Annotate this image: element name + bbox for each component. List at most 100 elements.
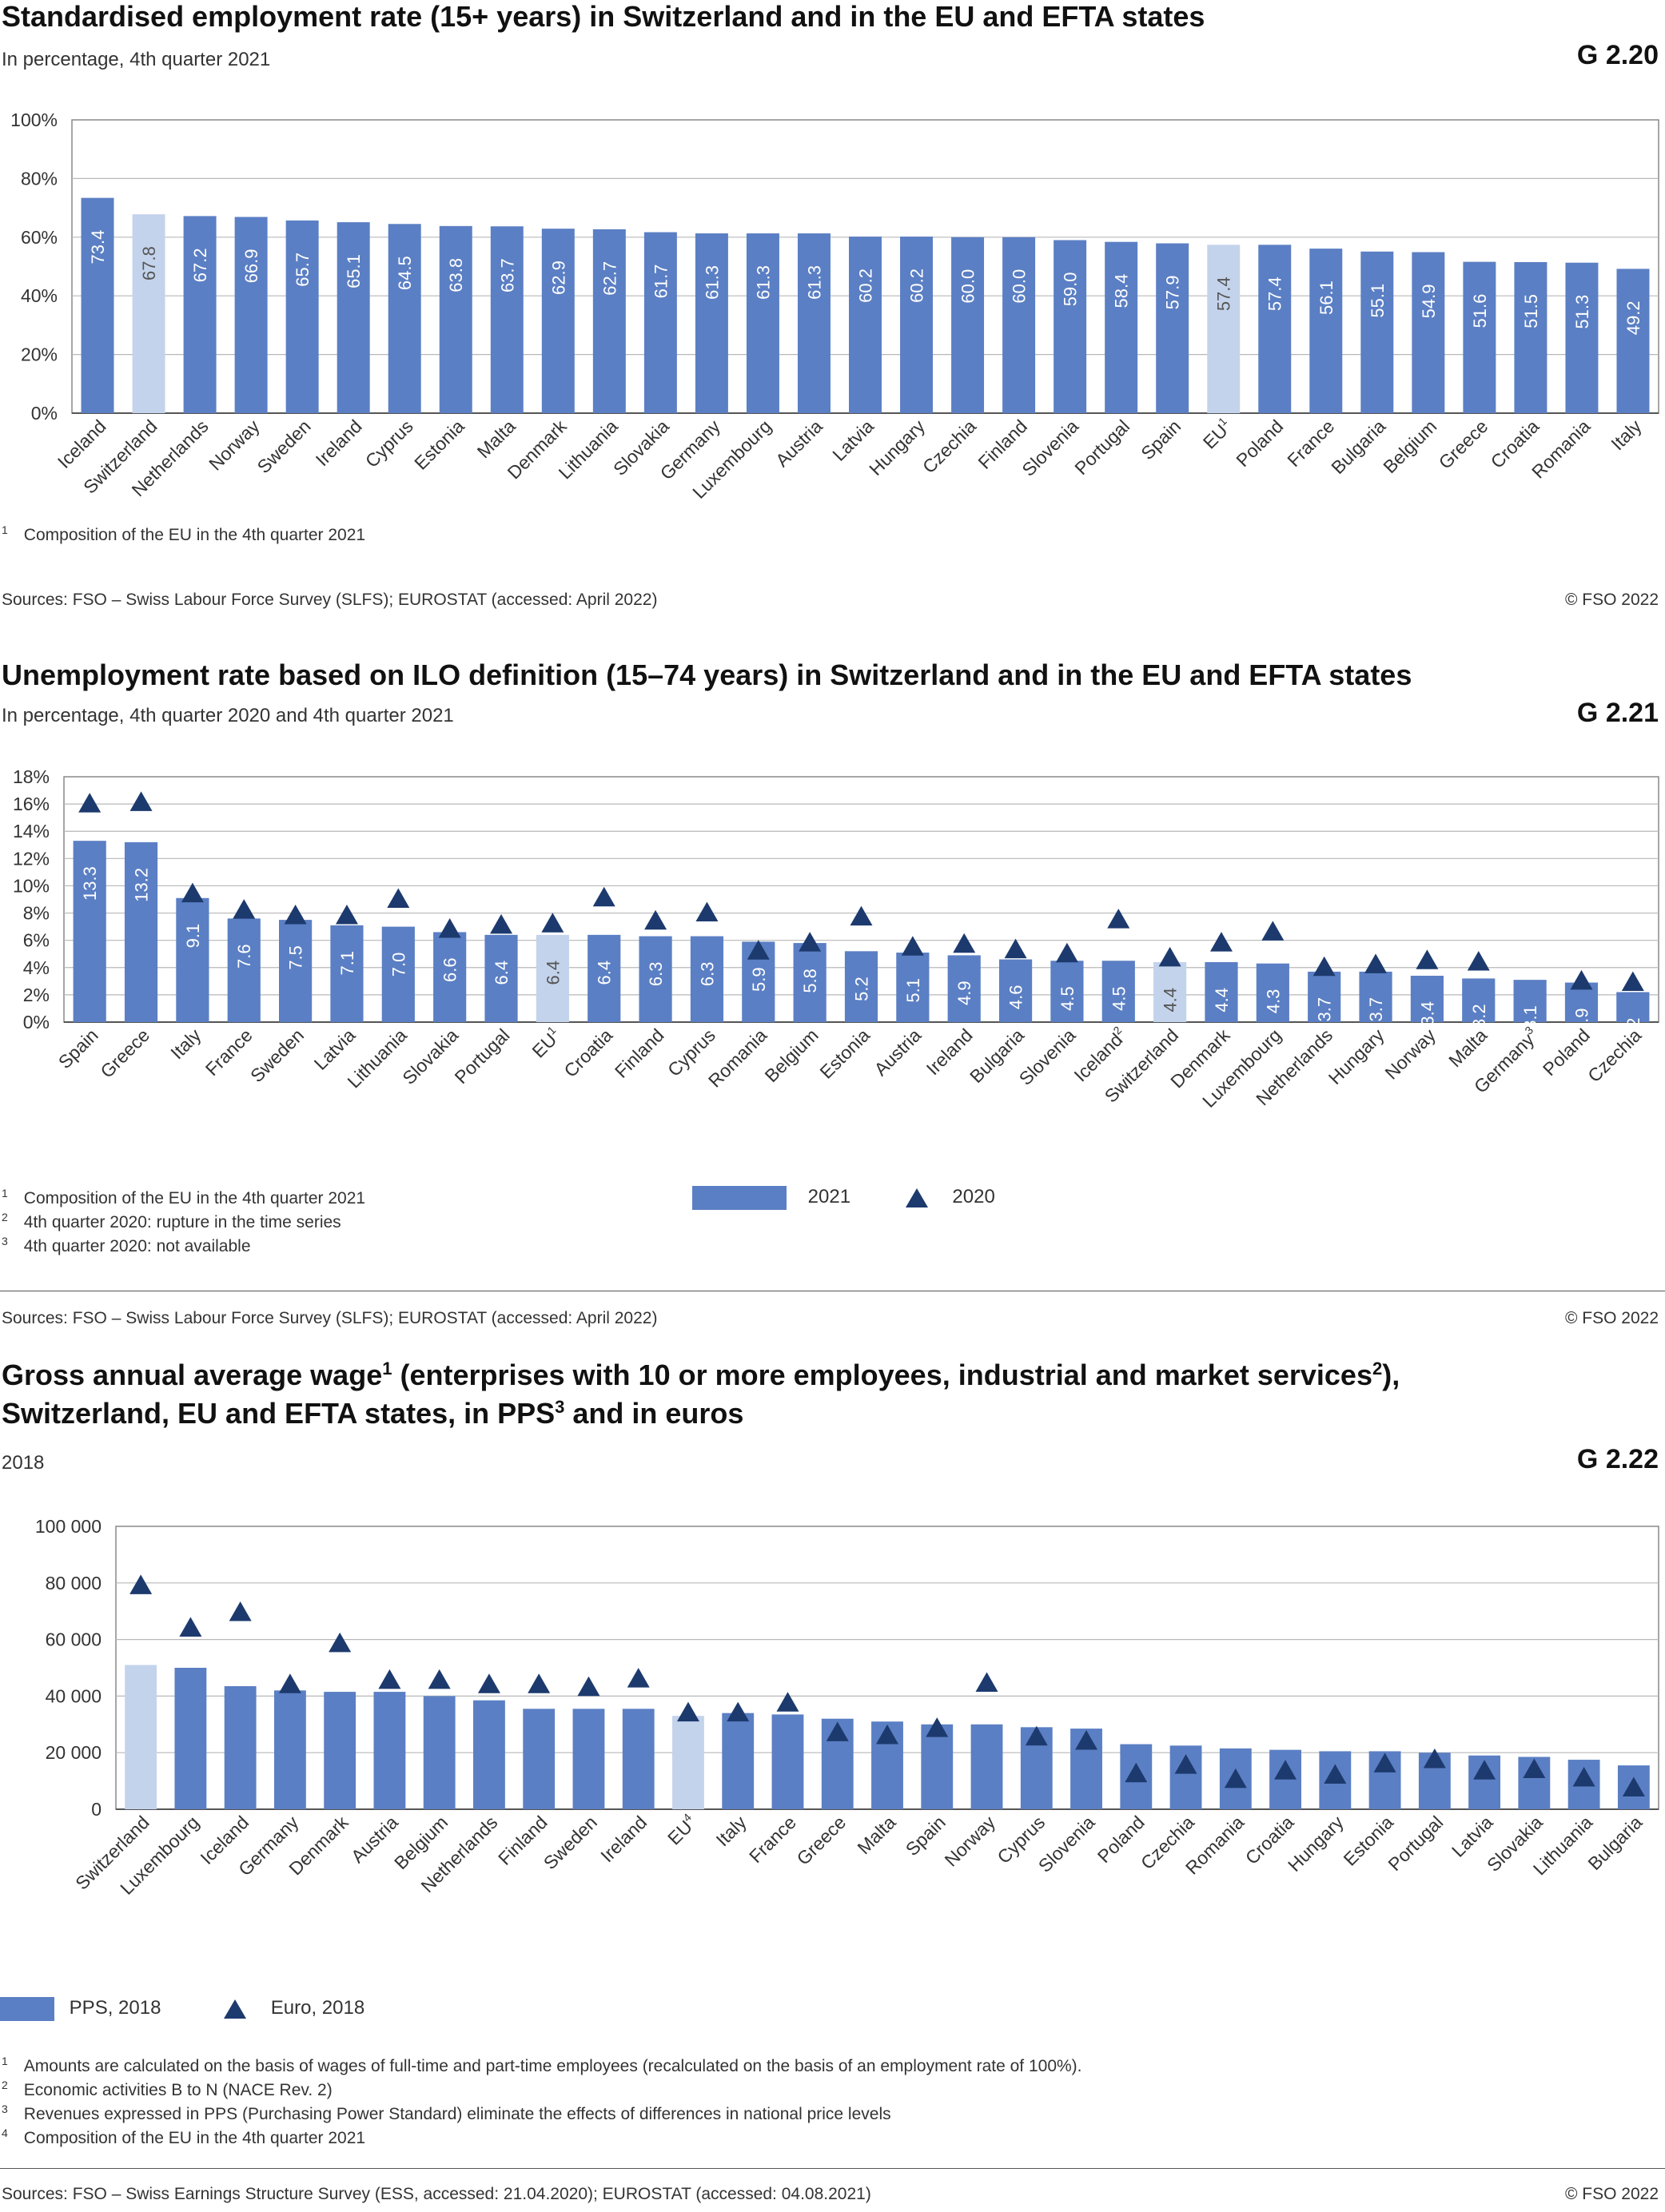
y-tick-label: 0%	[23, 1012, 50, 1032]
marker-austria	[901, 936, 924, 956]
bar-norway	[970, 1724, 1003, 1809]
value-label-slovakia: 6.6	[440, 957, 460, 982]
bar-estonia	[439, 225, 472, 413]
value-label-lithuania: 62.7	[599, 261, 619, 296]
value-label-sweden: 7.5	[286, 945, 306, 970]
bar-cyprus	[388, 224, 421, 413]
value-label-cyprus: 6.3	[697, 962, 717, 987]
value-label-iceland: 4.5	[1109, 986, 1129, 1011]
value-label-slovakia: 61.7	[651, 265, 671, 299]
chart3-legend-marker-swatch	[224, 1999, 247, 2019]
marker-slovakia	[438, 918, 461, 938]
bar-czechia	[1616, 992, 1650, 1022]
marker-netherlands	[477, 1673, 500, 1693]
bar-malta	[490, 226, 524, 413]
x-tick-label-malta: Malta	[1444, 1024, 1491, 1071]
value-label-bulgaria: 55.1	[1368, 284, 1388, 318]
x-tick-label-belgium: Belgium	[761, 1024, 823, 1086]
bar-slovenia	[1054, 240, 1087, 413]
marker-eu	[676, 1701, 699, 1722]
bar-iceland	[1101, 961, 1135, 1022]
value-label-greece: 13.2	[132, 868, 152, 902]
x-tick-label-sweden: Sweden	[253, 416, 315, 477]
y-tick-label: 80 000	[46, 1573, 102, 1593]
value-label-malta: 3.2	[1469, 1004, 1489, 1028]
chart3-title-line2: Switzerland, EU and EFTA states, in PPS3…	[2, 1397, 744, 1430]
value-label-slovenia: 59.0	[1061, 272, 1081, 306]
chart3-footnote-2: 2 Economic activities B to N (NACE Rev. 2…	[2, 2079, 333, 2099]
value-label-romania: 51.3	[1572, 295, 1592, 329]
value-label-ireland: 4.9	[954, 981, 974, 1005]
chart2-legend: 2021 2020	[692, 1186, 995, 1210]
bar-iceland	[81, 197, 114, 413]
marker-germany	[278, 1673, 301, 1693]
value-label-denmark: 4.4	[1212, 988, 1232, 1013]
bar-netherlands	[1308, 971, 1341, 1022]
bar-poland	[1258, 245, 1292, 413]
marker-finland	[528, 1673, 551, 1693]
bar-croatia	[588, 934, 621, 1022]
marker-netherlands	[1312, 956, 1336, 977]
value-label-denmark: 62.9	[548, 261, 568, 295]
x-tick-label-italy: Italy	[712, 1812, 751, 1851]
x-tick-label-sweden: Sweden	[540, 1812, 601, 1873]
marker-malta	[1467, 950, 1490, 971]
value-label-belgium: 54.9	[1419, 284, 1439, 319]
marker-portugal	[490, 913, 513, 934]
chart3-source: Sources: FSO – Swiss Earnings Structure …	[2, 2185, 871, 2203]
marker-greece	[129, 791, 153, 811]
bar-luxembourg	[1256, 963, 1289, 1022]
value-label-switzerland: 4.4	[1161, 988, 1181, 1013]
marker-latvia	[1473, 1760, 1496, 1780]
x-tick-label-estonia: Estonia	[815, 1024, 874, 1083]
bar-spain	[1156, 243, 1189, 413]
bar-greece	[1463, 261, 1496, 413]
marker-czechia	[1621, 971, 1644, 992]
bar-latvia	[849, 237, 882, 413]
marker-belgium	[799, 932, 822, 952]
value-label-lithuania: 7.0	[388, 953, 408, 977]
marker-ireland	[953, 933, 976, 953]
x-tick-label-greece: Greece	[1435, 416, 1492, 473]
value-label-portugal: 6.4	[492, 961, 512, 985]
bar-cyprus	[690, 936, 724, 1022]
value-label-norway: 3.4	[1417, 1001, 1437, 1026]
bar-slovenia	[1050, 961, 1084, 1022]
marker-france	[233, 899, 256, 919]
x-tick-label-belgium: Belgium	[1379, 416, 1440, 477]
x-tick-label-bulgaria: Bulgaria	[1327, 416, 1389, 478]
bar-france	[771, 1714, 804, 1809]
value-label-spain: 57.9	[1163, 276, 1183, 310]
y-tick-label: 100%	[10, 109, 58, 130]
x-tick-footnote-mark: 1	[1216, 415, 1229, 428]
value-label-finland: 6.3	[646, 962, 666, 987]
y-tick-label: 40%	[21, 285, 58, 306]
value-label-latvia: 60.2	[856, 269, 876, 303]
x-tick-label-malta: Malta	[473, 416, 520, 462]
bar-spain	[73, 841, 106, 1022]
bar-germany	[1513, 980, 1547, 1022]
value-label-cyprus: 64.5	[395, 256, 415, 290]
y-tick-label: 80%	[21, 168, 58, 189]
x-tick-label-italy: Italy	[1607, 416, 1646, 455]
bar-bulgaria	[1360, 251, 1394, 413]
bar-italy	[176, 897, 209, 1022]
value-label-estonia: 5.2	[852, 977, 872, 1001]
y-tick-label: 60%	[21, 227, 58, 248]
bar-belgium	[1412, 252, 1445, 413]
marker-france	[776, 1692, 799, 1712]
x-tick-label-malta: Malta	[853, 1812, 899, 1858]
x-tick-label-finland: Finland	[611, 1024, 668, 1082]
chart2-legend-marker-label: 2020	[952, 1186, 995, 1208]
marker-croatia	[592, 886, 615, 907]
x-tick-label-eu: EU1	[1197, 415, 1236, 453]
y-tick-label: 16%	[13, 794, 50, 814]
value-label-finland: 60.0	[1010, 269, 1030, 304]
x-tick-label-ireland: Ireland	[312, 416, 366, 470]
x-tick-label-portugal: Portugal	[1384, 1812, 1447, 1875]
chart1-copyright: © FSO 2022	[1564, 591, 1659, 609]
bar-austria	[797, 233, 831, 413]
bar-germany	[695, 233, 728, 413]
chart3-subtitle: 2018	[2, 1452, 45, 1474]
bar-switzerland	[125, 1665, 157, 1809]
